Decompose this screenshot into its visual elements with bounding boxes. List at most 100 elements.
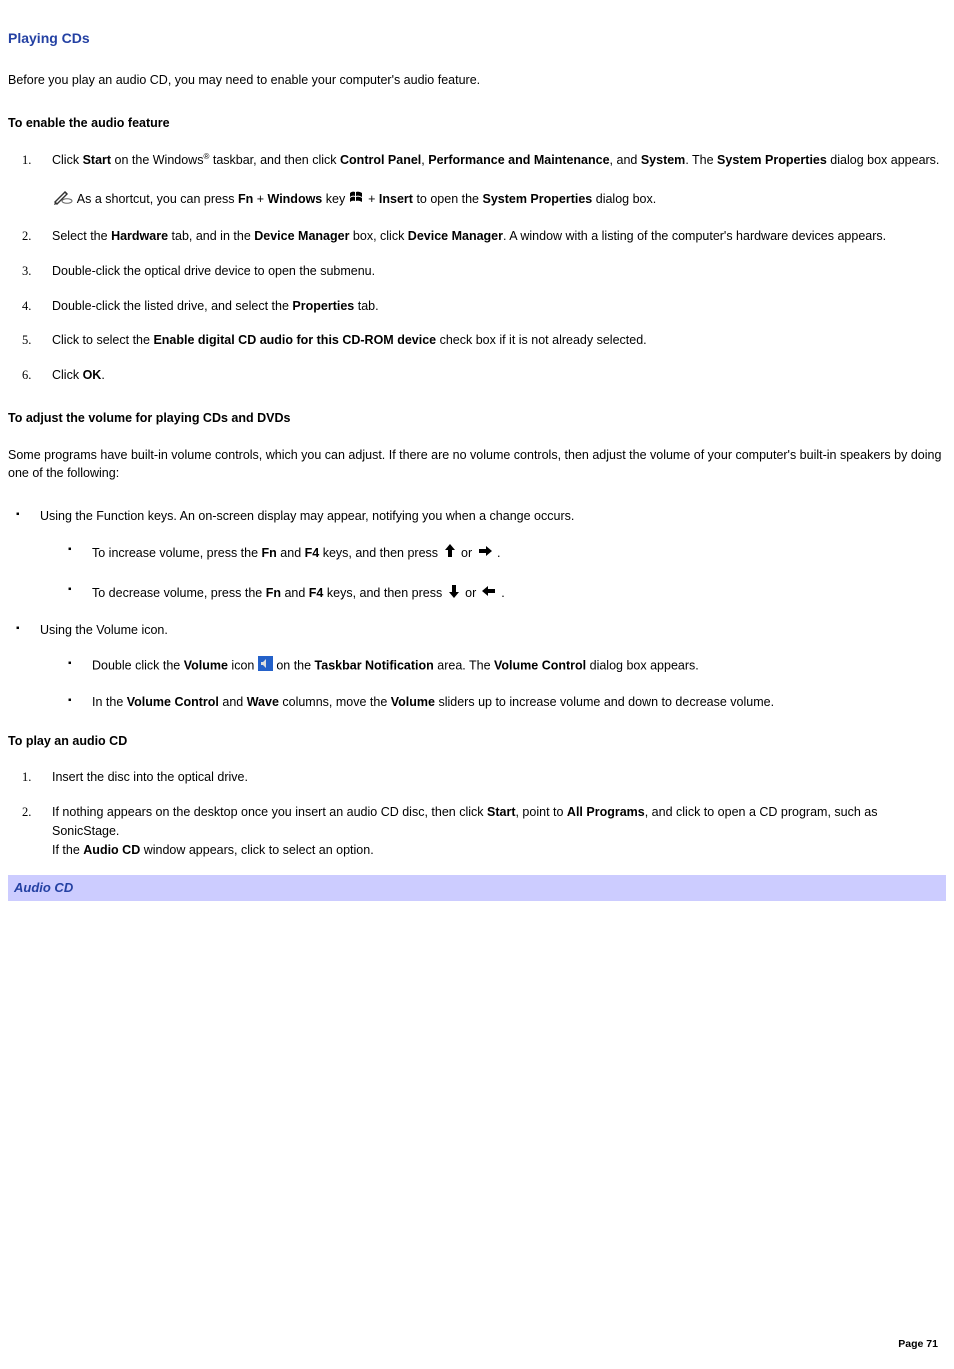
intro-paragraph: Before you play an audio CD, you may nee… bbox=[8, 71, 946, 90]
text-run: , point to bbox=[515, 805, 566, 819]
text-run: Click to select the bbox=[52, 333, 153, 347]
text-run: window appears, click to select an optio… bbox=[140, 843, 373, 857]
page-title: Playing CDs bbox=[8, 28, 946, 49]
text-run: Click bbox=[52, 368, 83, 382]
text-bold: F4 bbox=[305, 546, 320, 560]
enable-audio-steps: Click Start on the Windows® taskbar, and… bbox=[8, 151, 946, 385]
text-run: If nothing appears on the desktop once y… bbox=[52, 805, 487, 819]
text-run: check box if it is not already selected. bbox=[436, 333, 647, 347]
list-item: In the Volume Control and Wave columns, … bbox=[68, 693, 946, 712]
page-content: Playing CDs Before you play an audio CD,… bbox=[0, 0, 954, 909]
list-item: Click Start on the Windows® taskbar, and… bbox=[48, 151, 946, 212]
text-bold: Fn bbox=[266, 586, 281, 600]
list-item: To decrease volume, press the Fn and F4 … bbox=[68, 582, 946, 606]
play-cd-steps: Insert the disc into the optical drive. … bbox=[8, 768, 946, 859]
text-bold: Enable digital CD audio for this CD-ROM … bbox=[153, 333, 436, 347]
text-bold: Volume Control bbox=[494, 659, 586, 673]
list-item: Double-click the listed drive, and selec… bbox=[48, 297, 946, 316]
section-heading-play-cd: To play an audio CD bbox=[8, 732, 946, 751]
text-run: columns, move the bbox=[279, 695, 391, 709]
arrow-down-icon bbox=[446, 582, 462, 606]
volume-methods-list: Using the Function keys. An on-screen di… bbox=[8, 507, 946, 712]
section2-intro: Some programs have built-in volume contr… bbox=[8, 446, 946, 484]
text-run: . bbox=[498, 586, 505, 600]
volume-tray-icon bbox=[258, 656, 273, 677]
text-run: To increase volume, press the bbox=[92, 546, 262, 560]
text-bold: Hardware bbox=[111, 229, 168, 243]
text-bold: Properties bbox=[292, 299, 354, 313]
text-run: or bbox=[462, 586, 480, 600]
list-item: To increase volume, press the Fn and F4 … bbox=[68, 542, 946, 566]
text-run: Using the Volume icon. bbox=[40, 623, 168, 637]
function-keys-sublist: To increase volume, press the Fn and F4 … bbox=[60, 542, 946, 606]
text-bold: All Programs bbox=[567, 805, 645, 819]
text-run: and bbox=[219, 695, 247, 709]
text-bold: Audio CD bbox=[83, 843, 140, 857]
list-item: Double-click the optical drive device to… bbox=[48, 262, 946, 281]
text-run: Click bbox=[52, 153, 83, 167]
list-item: Insert the disc into the optical drive. bbox=[48, 768, 946, 787]
text-bold: Taskbar Notification bbox=[315, 659, 434, 673]
text-run: As a shortcut, you can press bbox=[74, 193, 238, 207]
text-bold: Volume Control bbox=[127, 695, 219, 709]
text-bold: Volume bbox=[184, 659, 228, 673]
text-bold: Insert bbox=[379, 193, 413, 207]
text-run: + bbox=[253, 193, 267, 207]
list-item: Using the Function keys. An on-screen di… bbox=[16, 507, 946, 605]
text-run: Double-click the listed drive, and selec… bbox=[52, 299, 292, 313]
text-run: dialog box appears. bbox=[586, 659, 699, 673]
text-bold: System Properties bbox=[717, 153, 827, 167]
text-run: tab, and in the bbox=[168, 229, 254, 243]
volume-icon-sublist: Double click the Volume icon on the Task… bbox=[60, 656, 946, 712]
arrow-right-icon bbox=[476, 543, 494, 565]
text-run: box, click bbox=[349, 229, 407, 243]
text-run: keys, and then press bbox=[323, 586, 445, 600]
text-run: tab. bbox=[354, 299, 378, 313]
text-bold: Fn bbox=[262, 546, 277, 560]
audio-cd-banner: Audio CD bbox=[8, 875, 946, 901]
text-bold: Fn bbox=[238, 193, 253, 207]
note-pencil-icon bbox=[52, 189, 74, 211]
list-item: If nothing appears on the desktop once y… bbox=[48, 803, 946, 859]
text-run: dialog box appears. bbox=[827, 153, 940, 167]
text-bold: Device Manager bbox=[254, 229, 349, 243]
text-run: sliders up to increase volume and down t… bbox=[435, 695, 774, 709]
text-run: taskbar, and then click bbox=[209, 153, 340, 167]
page-footer: Page 71 bbox=[0, 1329, 954, 1369]
text-run: and bbox=[277, 546, 305, 560]
text-bold: Volume bbox=[391, 695, 435, 709]
text-run: . A window with a listing of the compute… bbox=[503, 229, 886, 243]
list-item: Using the Volume icon. Double click the … bbox=[16, 621, 946, 711]
list-item: Double click the Volume icon on the Task… bbox=[68, 656, 946, 677]
text-run: Using the Function keys. An on-screen di… bbox=[40, 509, 574, 523]
text-bold: Control Panel bbox=[340, 153, 421, 167]
text-run: or bbox=[458, 546, 476, 560]
text-run: on the bbox=[273, 659, 315, 673]
text-run: Select the bbox=[52, 229, 111, 243]
text-bold: Windows bbox=[268, 193, 323, 207]
text-run: and bbox=[281, 586, 309, 600]
text-run: area. The bbox=[434, 659, 494, 673]
text-run: key bbox=[322, 193, 348, 207]
text-run: If the bbox=[52, 843, 83, 857]
list-item: Click to select the Enable digital CD au… bbox=[48, 331, 946, 350]
list-item: Click OK. bbox=[48, 366, 946, 385]
text-bold: Start bbox=[487, 805, 515, 819]
list-item: Select the Hardware tab, and in the Devi… bbox=[48, 227, 946, 246]
step-text: Click Start on the Windows® taskbar, and… bbox=[52, 153, 939, 167]
text-bold: Performance and Maintenance bbox=[428, 153, 609, 167]
arrow-up-icon bbox=[442, 542, 458, 566]
text-run: on the Windows bbox=[111, 153, 203, 167]
text-run: In the bbox=[92, 695, 127, 709]
text-run: Double click the bbox=[92, 659, 184, 673]
text-bold: Wave bbox=[247, 695, 279, 709]
text-bold: System Properties bbox=[482, 193, 592, 207]
section-heading-adjust-volume: To adjust the volume for playing CDs and… bbox=[8, 409, 946, 428]
text-bold: System bbox=[641, 153, 685, 167]
text-run: dialog box. bbox=[592, 193, 656, 207]
section-heading-enable-audio: To enable the audio feature bbox=[8, 114, 946, 133]
text-run: . bbox=[494, 546, 501, 560]
note-block: As a shortcut, you can press Fn + Window… bbox=[52, 189, 946, 211]
text-run: , and bbox=[610, 153, 641, 167]
text-run: icon bbox=[228, 659, 258, 673]
